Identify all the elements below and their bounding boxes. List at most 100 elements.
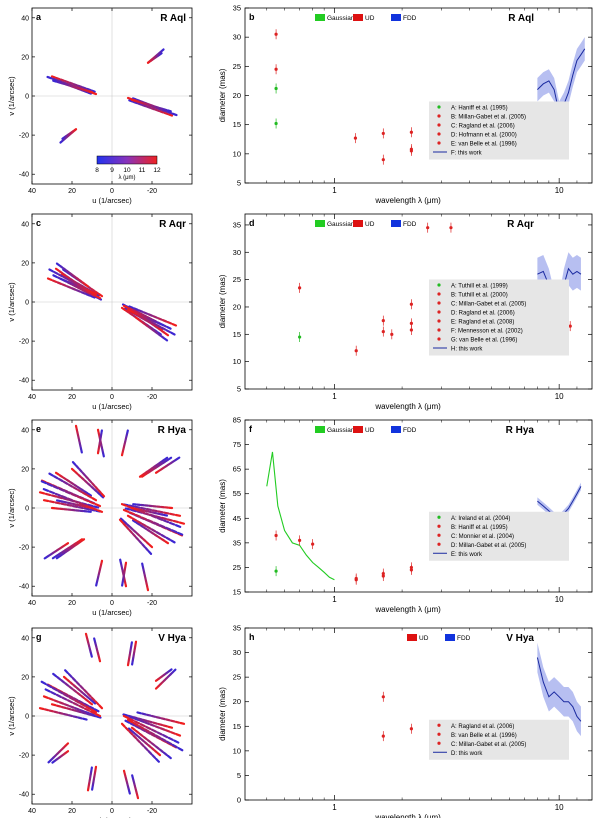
panel-letter: d [249, 218, 255, 228]
model-legend-swatch [391, 220, 401, 227]
y-tick-label: -40 [19, 792, 29, 799]
uv-track-segment [47, 759, 52, 764]
data-point [298, 538, 302, 543]
uv-track-segment [134, 505, 141, 509]
uv-track-segment [71, 676, 77, 682]
y-tick-label: 0 [25, 506, 29, 513]
uv-track-segment [72, 684, 77, 689]
legend-marker [437, 310, 441, 314]
y-tick-label: 10 [233, 149, 241, 158]
uv-track-segment [65, 269, 70, 274]
uv-track-segment [158, 524, 166, 529]
uv-track-segment [78, 468, 83, 473]
uv-track-segment [72, 697, 79, 702]
panel-letter: e [36, 424, 41, 434]
uv-track-segment [124, 309, 130, 314]
uv-track-segment [142, 102, 148, 106]
uv-track-segment [147, 468, 152, 472]
uv-track-segment [63, 744, 68, 748]
uv-track-segment [166, 462, 171, 467]
y-tick-label: 10 [233, 746, 241, 755]
uv-track-segment [164, 526, 172, 531]
uv-track-segment [150, 321, 157, 326]
citation-legend-label: E: Ragland et al. (2008) [451, 320, 514, 326]
data-point [274, 569, 278, 573]
uv-track-segment [141, 712, 147, 716]
uv-track-segment [85, 705, 92, 711]
uv-track-segment [51, 279, 58, 283]
uv-track-segment [64, 669, 69, 675]
uv-track-segment [150, 733, 157, 738]
uv-track-segment [140, 506, 147, 510]
legend-marker [437, 723, 441, 727]
uv-track-segment [145, 510, 151, 513]
uv-track-segment [68, 271, 74, 276]
uv-track-segment [60, 495, 68, 499]
uv-track-segment [80, 488, 85, 492]
uv-track-segment [53, 549, 58, 554]
x-tick-label: -20 [147, 394, 157, 401]
uv-track-segment [153, 533, 159, 538]
uv-track-segment [60, 679, 66, 684]
uv-track-segment [144, 323, 149, 328]
panel-letter: h [249, 632, 255, 642]
y-tick-label: 40 [21, 427, 29, 434]
panel-title: R Aql [508, 13, 534, 24]
uv-track-segment [55, 693, 62, 698]
uv-track-segment [160, 538, 166, 542]
uv-track-segment [145, 725, 152, 730]
uv-track-segment [62, 543, 67, 547]
uv-track-segment [138, 719, 145, 723]
uv-track-segment [46, 75, 53, 80]
uv-track-segment [150, 714, 157, 718]
uv-track-segment [131, 532, 137, 538]
uv-track-segment [80, 476, 85, 481]
y-tick-label: 15 [233, 120, 241, 129]
model-legend-swatch [391, 14, 401, 21]
uv-track-segment [66, 678, 71, 683]
uv-track-segment [179, 721, 186, 725]
uv-track-segment [152, 466, 158, 470]
uv-track-segment [134, 312, 139, 316]
uv-track-segment [92, 505, 100, 509]
uv-track-segment [52, 79, 58, 83]
uv-track-segment [157, 317, 163, 321]
uv-track-segment [163, 513, 169, 517]
uv-track-segment [163, 337, 169, 342]
uv-track-segment [90, 292, 97, 297]
uv-track-segment [157, 332, 162, 337]
uv-track-segment [94, 503, 102, 508]
citation-legend-label: D: Ragland et al. (2006) [451, 311, 515, 317]
uv-track-segment [146, 525, 152, 530]
uv-track-segment [164, 729, 171, 733]
uv-track-segment [71, 274, 77, 279]
uv-track-segment [77, 716, 83, 720]
uv-track-segment [59, 277, 65, 282]
uv-track-segment [145, 713, 152, 717]
uv-track-segment [64, 682, 70, 687]
uv-track-segment [143, 472, 149, 476]
x-axis-label: u (1/arcsec) [92, 402, 132, 411]
uv-track-segment [159, 467, 164, 471]
uv-track-segment [88, 500, 96, 505]
uv-track-segment [175, 733, 182, 737]
uv-track-segment [68, 84, 74, 88]
uv-track-segment [120, 502, 128, 507]
uv-track-segment [166, 518, 174, 522]
uv-track-segment [166, 740, 173, 746]
model-legend-label: FDD [457, 635, 471, 642]
panel-letter: f [249, 424, 253, 434]
uv-track-segment [159, 52, 163, 56]
model-legend-label: FDD [403, 221, 417, 228]
x-tick-label: 10 [555, 803, 564, 812]
uv-track-segment [90, 696, 96, 702]
uv-track-segment [72, 83, 79, 87]
uv-track-segment [119, 517, 125, 522]
citation-legend-label: F: Mennesson et al. (2002) [451, 329, 523, 335]
uv-track-segment [164, 464, 169, 468]
uv-track-segment [169, 461, 174, 465]
uv-track-segment [138, 539, 143, 545]
uv-track-segment [167, 725, 174, 729]
uv-track-segment [132, 100, 138, 105]
